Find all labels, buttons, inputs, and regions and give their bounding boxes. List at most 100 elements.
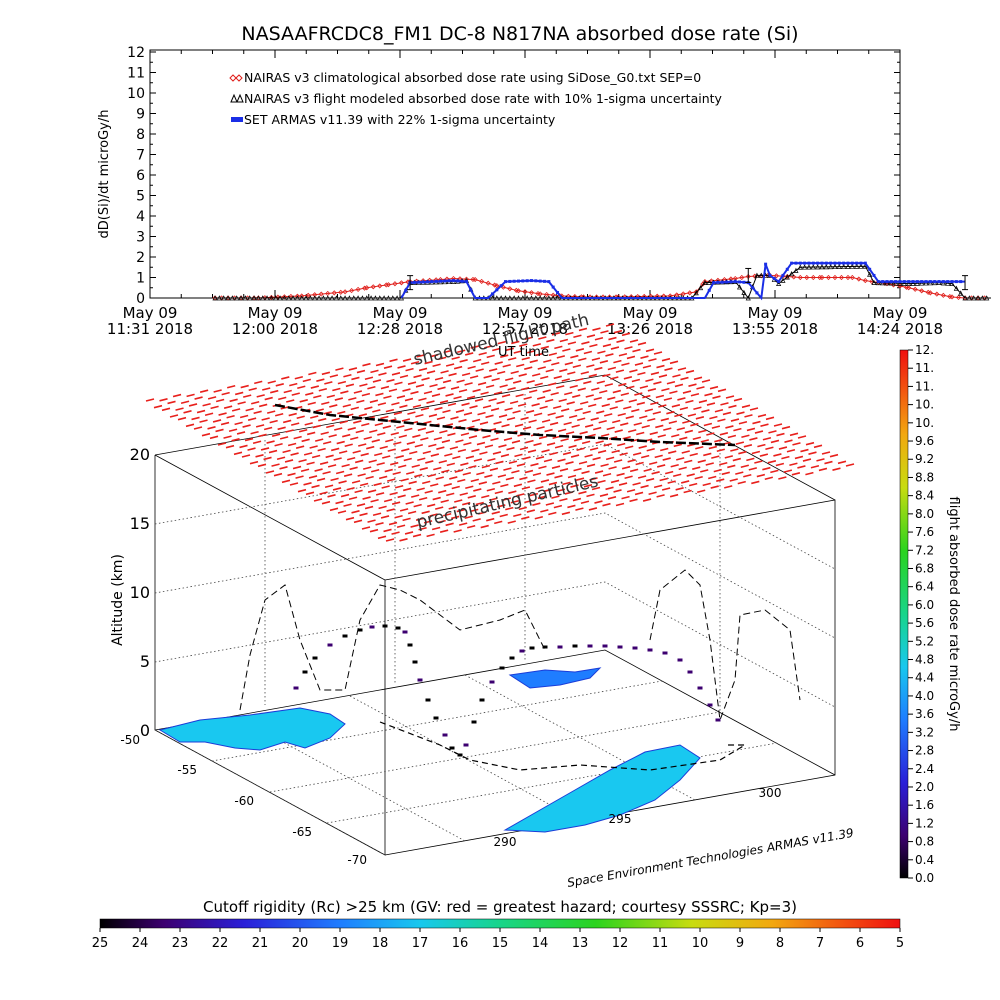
particle-dash xyxy=(537,366,546,370)
particle-dash xyxy=(621,465,631,470)
particle-dash xyxy=(637,371,646,376)
armas-point xyxy=(738,280,742,284)
particle-dash xyxy=(536,396,546,400)
particle-dash xyxy=(255,454,264,458)
bottom-colorbar-tick-label: 11 xyxy=(652,936,669,951)
y-tick-label: 8 xyxy=(136,127,145,143)
particle-dash xyxy=(364,406,373,410)
colorbar-tick-label: 1.6 xyxy=(915,798,934,812)
particle-dash xyxy=(578,490,587,495)
flight-track-point xyxy=(509,656,515,660)
particle-dash xyxy=(489,497,498,502)
modeled-point xyxy=(498,295,504,301)
particle-dash xyxy=(687,413,697,417)
particle-dash xyxy=(756,473,766,478)
particle-dash xyxy=(692,466,701,470)
particle-dash xyxy=(528,419,537,423)
climatological-point xyxy=(804,274,810,281)
particle-dash xyxy=(412,533,422,538)
top-plot-series xyxy=(212,261,991,301)
particle-dash xyxy=(318,417,327,422)
track-above-cloud xyxy=(274,403,736,447)
particle-dash xyxy=(473,458,483,462)
particle-dash xyxy=(241,454,251,458)
particle-dash xyxy=(391,402,400,406)
climatological-point xyxy=(903,284,910,290)
particle-dash xyxy=(391,531,400,535)
armas-point xyxy=(733,280,737,284)
modeled-point xyxy=(780,277,786,283)
particle-dash xyxy=(410,390,419,395)
particle-dash xyxy=(503,437,513,441)
particle-dash xyxy=(498,444,507,448)
armas-point xyxy=(417,280,421,284)
particle-dash xyxy=(589,447,599,451)
armas-point xyxy=(742,280,746,284)
particle-dash xyxy=(604,383,614,387)
particle-dash xyxy=(773,423,783,427)
particle-dash xyxy=(357,473,366,477)
particle-dash xyxy=(659,477,668,482)
particle-dash xyxy=(700,469,709,473)
particle-dash xyxy=(655,394,665,399)
particle-dash xyxy=(458,388,468,393)
particle-dash xyxy=(287,442,297,447)
particle-dash xyxy=(367,489,377,493)
modeled-point xyxy=(364,295,370,301)
modeled-point xyxy=(333,295,339,301)
particle-dash xyxy=(632,482,641,486)
particle-dash xyxy=(639,385,649,389)
particle-dash xyxy=(524,469,534,474)
particle-dash xyxy=(597,449,607,454)
particle-dash xyxy=(596,380,606,385)
particle-dash xyxy=(649,431,658,436)
colorbar-tick-label: 2.8 xyxy=(915,744,934,758)
armas-point xyxy=(803,261,807,265)
particle-dash xyxy=(453,365,463,370)
particle-dash xyxy=(239,444,248,449)
particle-dash xyxy=(423,420,432,425)
particle-dash xyxy=(351,510,360,514)
modeled-point xyxy=(212,295,218,301)
particle-dash xyxy=(398,464,407,469)
x-tick-time: 12:57 2018 xyxy=(482,320,568,338)
particle-dash xyxy=(539,405,548,410)
particle-dash xyxy=(647,388,657,392)
particle-dash xyxy=(377,432,386,436)
particle-dash xyxy=(505,476,515,481)
particle-dash xyxy=(346,456,356,461)
armas-point xyxy=(490,292,494,296)
particle-dash xyxy=(540,479,550,483)
modeled-point xyxy=(385,295,392,301)
particle-dash xyxy=(506,446,515,451)
colorbar-tick-label: 4.8 xyxy=(915,653,934,667)
particle-dash xyxy=(296,415,305,420)
particle-dash xyxy=(554,444,564,449)
particle-dash xyxy=(762,466,771,471)
particle-dash xyxy=(551,465,561,469)
modeled-point xyxy=(841,263,847,269)
particle-dash xyxy=(483,504,492,508)
particle-dash xyxy=(402,388,411,392)
particle-dash xyxy=(373,482,382,487)
particle-dash xyxy=(471,448,480,453)
particle-dash xyxy=(434,506,444,510)
modeled-point xyxy=(867,271,873,277)
particle-dash xyxy=(592,327,601,331)
particle-dash xyxy=(380,385,390,390)
particle-dash xyxy=(580,401,589,405)
particle-dash xyxy=(594,470,604,474)
particle-dash xyxy=(271,433,281,437)
modeled-point xyxy=(693,290,699,296)
particle-dash xyxy=(432,496,441,501)
flight-track xyxy=(293,624,721,757)
modeled-point xyxy=(377,295,383,301)
legend-marker-climatological xyxy=(229,74,243,82)
particle-dash xyxy=(613,459,623,463)
legend-label: SET ARMAS v11.39 with 22% 1-sigma uncert… xyxy=(244,112,556,127)
particle-dash xyxy=(628,429,637,433)
particle-dash xyxy=(550,391,559,396)
particle-dash xyxy=(266,410,276,414)
particle-dash xyxy=(517,403,527,407)
particle-dash xyxy=(399,508,409,512)
